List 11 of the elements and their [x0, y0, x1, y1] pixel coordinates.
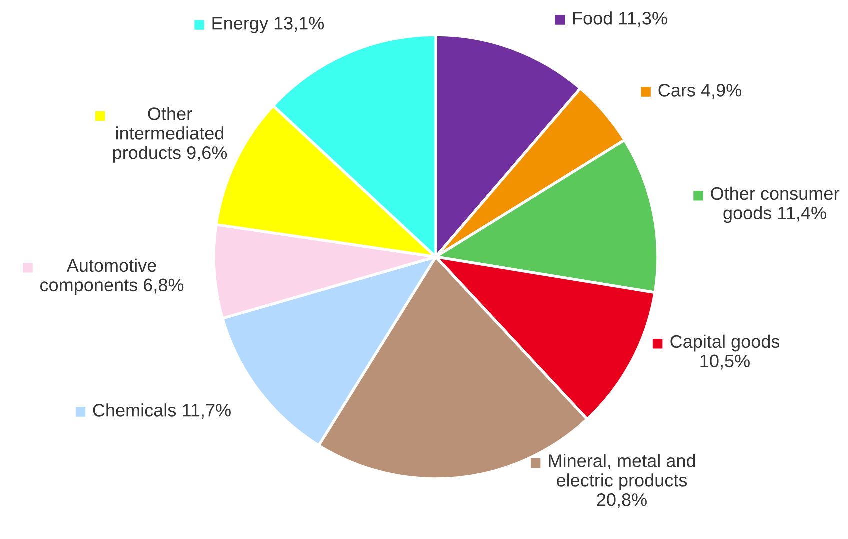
- data-label: 10,5%: [700, 354, 750, 370]
- legend-label: Energy 13,1%: [212, 17, 324, 34]
- legend-label: Capital goods: [670, 334, 780, 352]
- legend-label: Automotive components 6,8%: [40, 258, 184, 296]
- slice-label: Other intermediated products 9,6%: [113, 107, 228, 163]
- legend-label: Mineral, metal and electric products: [549, 454, 696, 490]
- data-label: 20,8%: [597, 494, 647, 508]
- legend-label: Other consumer goods 11,4%: [711, 186, 840, 224]
- legend-label: Chemicals 11,7%: [93, 404, 231, 419]
- legend-label: Cars 4,9%: [658, 84, 742, 99]
- legend-label: Food 11,3%: [573, 12, 668, 27]
